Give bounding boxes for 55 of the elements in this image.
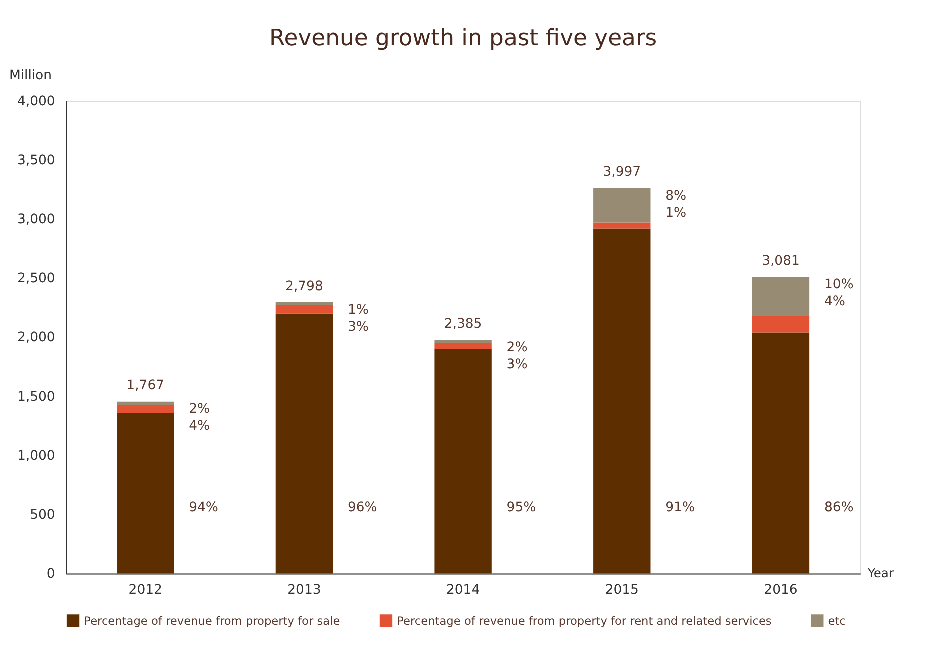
annotation: 3,081: [762, 254, 800, 269]
x-tick-label: 2015: [605, 583, 639, 598]
annotation: 4%: [824, 294, 846, 310]
annotation: 1,767: [126, 378, 165, 394]
annotation: 1%: [666, 206, 687, 221]
legend-label: Percentage of revenue from property for rent and related services: [397, 614, 772, 628]
x-tick-label: 2014: [446, 583, 480, 598]
bar: [752, 277, 810, 316]
bar: [117, 405, 174, 414]
y-tick-label: 0: [46, 567, 56, 582]
annotation: 2%: [189, 402, 210, 418]
y-axis-title: Million: [9, 68, 52, 84]
bar: [434, 340, 492, 344]
x-axis-title: Year: [866, 566, 895, 581]
annotation: 2,385: [444, 317, 482, 332]
y-tick-label: 1,000: [17, 448, 56, 464]
annotation: 96%: [348, 500, 378, 516]
y-tick-label: 2,000: [17, 330, 56, 346]
bar: [276, 302, 334, 306]
bar: [276, 314, 334, 574]
bar: [117, 413, 174, 574]
annotation: 86%: [824, 500, 854, 516]
chart-title: Revenue growth in past five years: [269, 25, 658, 52]
bar: [117, 402, 174, 406]
bar: [434, 349, 492, 574]
annotation: 94%: [189, 500, 218, 516]
annotation: 8%: [666, 188, 687, 204]
x-tick-label: 2013: [288, 583, 322, 598]
annotation: 91%: [666, 500, 696, 516]
x-tick-label: 2016: [764, 583, 798, 598]
annotation: 4%: [189, 419, 210, 434]
annotation: 1%: [348, 302, 369, 318]
bar: [594, 188, 651, 223]
annotation: 10%: [824, 278, 854, 292]
annotation: 3,997: [603, 165, 642, 180]
y-tick-label: 3,500: [17, 153, 56, 168]
y-tick-label: 500: [30, 508, 56, 523]
y-tick-label: 3,000: [17, 212, 56, 228]
annotation: 3%: [348, 320, 369, 335]
y-tick-label: 2,500: [17, 272, 56, 287]
bar: [594, 228, 651, 574]
annotation: 95%: [506, 500, 536, 516]
annotation: 3%: [506, 358, 528, 373]
legend-label: Percentage of revenue from property for sale: [84, 614, 340, 628]
y-tick-label: 4,000: [17, 94, 56, 110]
bar: [594, 222, 651, 229]
y-tick-label: 1,500: [17, 390, 56, 405]
bar: [434, 343, 492, 350]
bar: [276, 306, 334, 314]
bar: [752, 316, 810, 333]
x-tick-label: 2012: [128, 583, 162, 598]
annotation: 2,798: [286, 279, 324, 294]
bar: [752, 332, 810, 574]
annotation: 2%: [506, 340, 528, 356]
legend-label: etc: [828, 614, 846, 628]
